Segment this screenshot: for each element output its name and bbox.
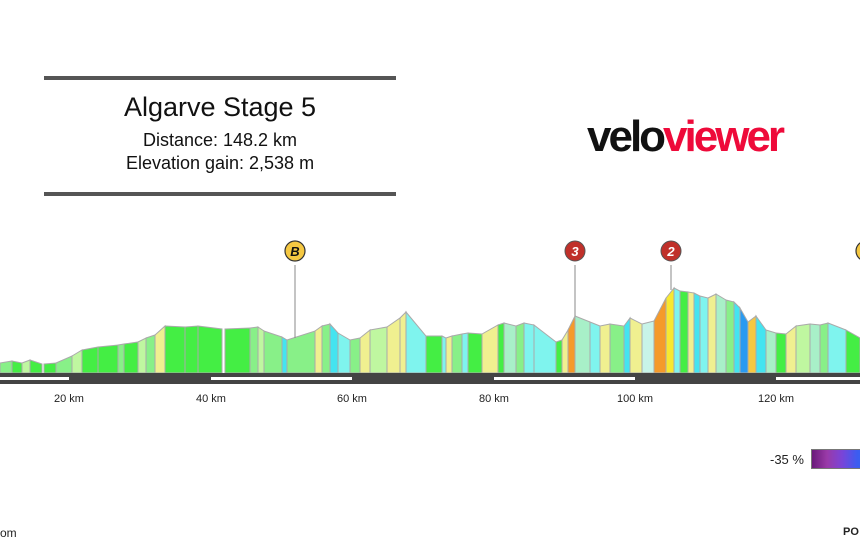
stage-title: Algarve Stage 5 bbox=[123, 92, 317, 122]
marker-bonus-sprint: B bbox=[284, 240, 306, 262]
logo-viewer: viewer bbox=[663, 112, 785, 161]
elevation-profile: B 3 2 bbox=[0, 240, 860, 384]
gradient-legend-min: -35 % bbox=[770, 452, 804, 467]
tick-20km: 20 km bbox=[54, 393, 84, 405]
tick-100km: 100 km bbox=[616, 393, 654, 405]
stage-elevation-gain: Elevation gain: 2,538 m bbox=[125, 153, 315, 173]
stage-title-box: Algarve Stage 5 Distance: 148.2 km Eleva… bbox=[44, 76, 396, 197]
title-rule-bottom bbox=[44, 192, 396, 196]
tick-120km: 120 km bbox=[757, 393, 795, 405]
logo-velo: velo bbox=[587, 112, 666, 161]
tick-80km: 80 km bbox=[479, 393, 509, 405]
tick-60km: 60 km bbox=[337, 393, 367, 405]
marker-climb-cat-2: 2 bbox=[660, 240, 682, 262]
svg-text:2: 2 bbox=[666, 244, 675, 259]
gradient-legend-bar bbox=[811, 449, 860, 469]
marker-climb-cat-3: 3 bbox=[564, 240, 586, 262]
footer-left-text: om bbox=[0, 526, 17, 540]
svg-text:B: B bbox=[290, 244, 299, 259]
title-rule-top bbox=[44, 76, 396, 80]
stage-distance: Distance: 148.2 km bbox=[142, 130, 298, 150]
distance-axis-band bbox=[0, 373, 860, 384]
tick-40km: 40 km bbox=[196, 393, 226, 405]
footer-right-text: PO bbox=[843, 526, 859, 538]
veloviewer-logo: veloviewer bbox=[587, 112, 785, 162]
svg-text:3: 3 bbox=[571, 244, 579, 259]
marker-bonus-sprint-2 bbox=[855, 242, 860, 260]
